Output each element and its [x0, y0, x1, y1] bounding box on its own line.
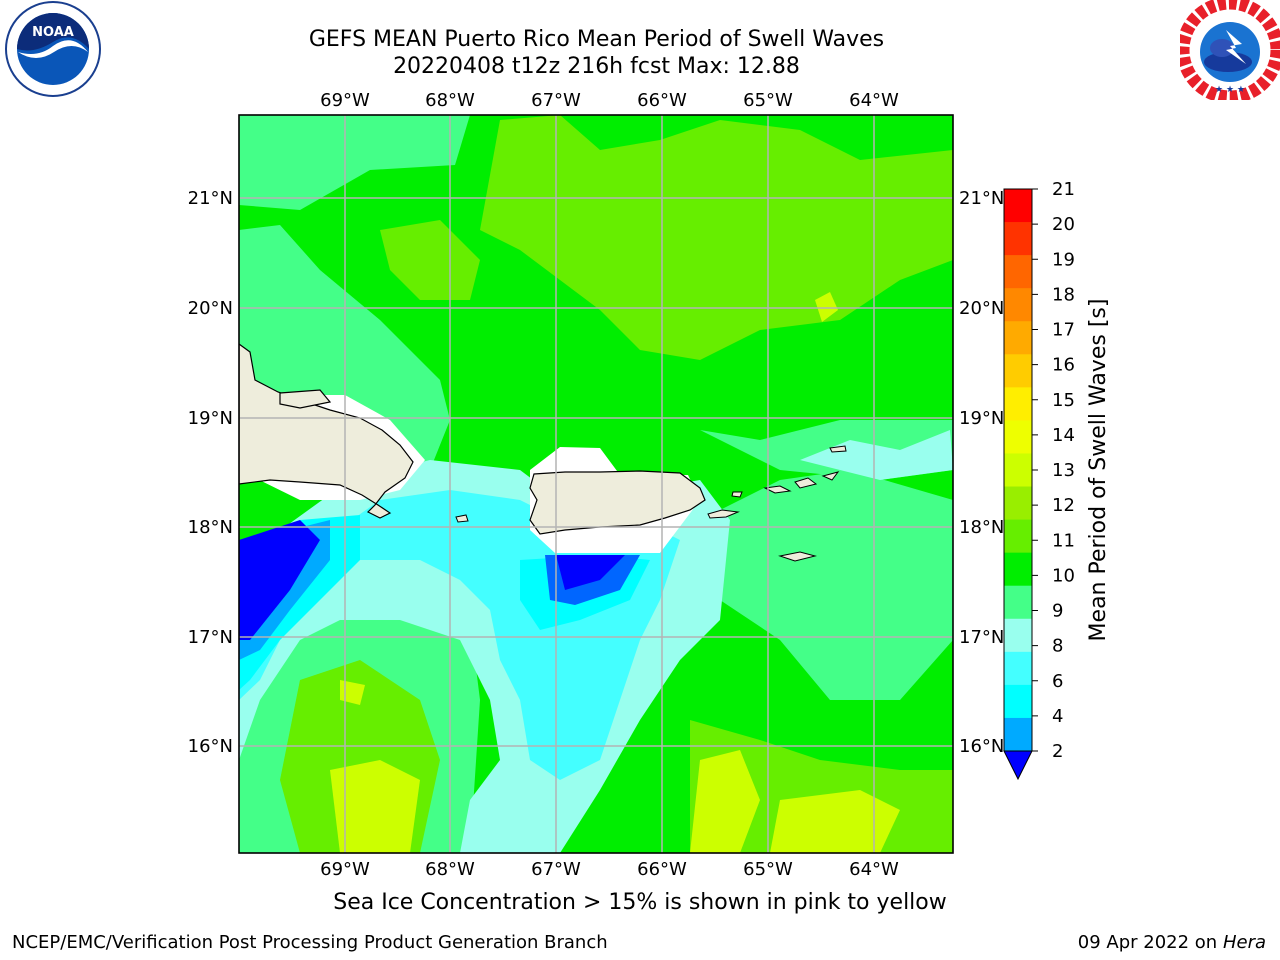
lat-label-left: 17°N — [188, 627, 233, 648]
colorbar-tick-label: 14 — [1052, 425, 1075, 446]
chart-title: GEFS MEAN Puerto Rico Mean Period of Swe… — [308, 27, 885, 52]
footer-date: 09 Apr 2022 on Hera — [1078, 932, 1266, 953]
footer-date-text: 09 Apr 2022 on — [1077, 932, 1218, 953]
colorbar-label: Mean Period of Swell Waves [s] — [1086, 299, 1111, 642]
lon-label-bottom: 68°W — [425, 859, 475, 880]
sea-ice-note: Sea Ice Concentration > 15% is shown in … — [333, 890, 947, 915]
lon-label-top: 68°W — [425, 90, 475, 111]
colorbar-bin — [1004, 321, 1032, 355]
swell-period-field — [239, 115, 953, 853]
colorbar-bin — [1004, 354, 1032, 388]
colorbar-bin — [1004, 288, 1032, 322]
colorbar-tick-label: 21 — [1052, 179, 1075, 200]
colorbar-tick-label: 13 — [1052, 460, 1075, 481]
lat-label-right: 21°N — [959, 188, 1004, 209]
lat-label-left: 21°N — [188, 188, 233, 209]
nws-logo-icon: ★ ★ ★ — [1180, 0, 1280, 100]
lat-label-left: 18°N — [188, 517, 233, 538]
lat-label-left: 19°N — [188, 408, 233, 429]
map-gridlines — [239, 115, 953, 853]
lat-label-right: 19°N — [959, 408, 1004, 429]
colorbar-tick-label: 20 — [1052, 214, 1075, 235]
colorbar-tick-label: 16 — [1052, 355, 1075, 376]
lat-label-right: 20°N — [959, 298, 1004, 319]
colorbar-tick-label: 9 — [1052, 601, 1063, 622]
svg-text:★ ★ ★: ★ ★ ★ — [1215, 85, 1245, 95]
footer-host: Hera — [1222, 932, 1266, 953]
colorbar-bin — [1004, 189, 1032, 223]
colorbar-tick-label: 17 — [1052, 320, 1075, 341]
colorbar-bin — [1004, 717, 1032, 752]
colorbar-tick-label: 19 — [1052, 249, 1075, 270]
colorbar-tick-label: 12 — [1052, 495, 1075, 516]
noaa-logo-icon: NOAA — [5, 1, 101, 97]
colorbar-bin — [1004, 255, 1032, 289]
colorbar-tick-label: 6 — [1052, 671, 1063, 692]
lon-label-top: 69°W — [320, 90, 370, 111]
colorbar-bin — [1004, 222, 1032, 256]
lon-label-bottom: 69°W — [320, 859, 370, 880]
footer-branch: NCEP/EMC/Verification Post Processing Pr… — [12, 932, 608, 953]
colorbar-bin — [1004, 519, 1032, 554]
colorbar-tick-label: 11 — [1052, 530, 1075, 551]
colorbar-bin — [1004, 684, 1032, 719]
colorbar-tick-label: 4 — [1052, 706, 1063, 727]
lon-label-bottom: 65°W — [743, 859, 793, 880]
colorbar-tick-label: 15 — [1052, 390, 1075, 411]
lon-label-top: 67°W — [531, 90, 581, 111]
lon-label-top: 66°W — [637, 90, 687, 111]
colorbar-bin — [1004, 453, 1032, 488]
lon-label-bottom: 64°W — [849, 859, 899, 880]
chart-subtitle-forecast: 20220408 t12z 216h fcst Max: 12.88 — [393, 54, 800, 79]
lon-label-top: 65°W — [743, 90, 793, 111]
colorbar-tick-label: 8 — [1052, 636, 1063, 657]
colorbar-bin — [1004, 552, 1032, 587]
colorbar — [1003, 188, 1033, 781]
colorbar-bin — [1004, 585, 1032, 620]
colorbar-bin — [1004, 387, 1032, 421]
lat-label-right: 18°N — [959, 517, 1004, 538]
colorbar-tick-label: 2 — [1052, 741, 1063, 762]
lon-label-top: 64°W — [849, 90, 899, 111]
colorbar-bin — [1004, 486, 1032, 521]
lat-label-left: 20°N — [188, 298, 233, 319]
map-frame — [238, 114, 954, 854]
colorbar-tick-label: 10 — [1052, 565, 1075, 586]
lat-label-right: 17°N — [959, 627, 1004, 648]
colorbar-bin — [1004, 651, 1032, 686]
colorbar-extend-arrow — [1003, 750, 1033, 781]
lat-label-left: 16°N — [188, 736, 233, 757]
colorbar-bin — [1004, 420, 1032, 454]
lon-label-bottom: 66°W — [637, 859, 687, 880]
lon-label-bottom: 67°W — [531, 859, 581, 880]
colorbar-tick-label: 18 — [1052, 284, 1075, 305]
noaa-logo-text: NOAA — [32, 25, 74, 40]
lat-label-right: 16°N — [959, 736, 1004, 757]
colorbar-bin — [1004, 618, 1032, 653]
